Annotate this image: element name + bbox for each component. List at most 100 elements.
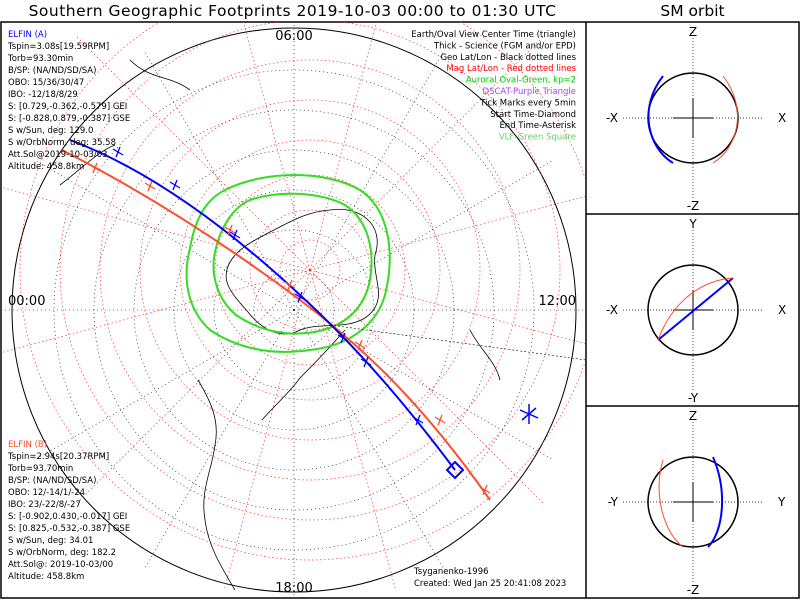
south-america-outline: [197, 379, 236, 591]
legend-entry: Geo Lat/Lon - Black dotted lines: [440, 53, 576, 63]
sm-earth-circle: [647, 456, 739, 548]
legend-entry: Thick - Science (FGM and/or EPD): [433, 41, 576, 51]
info-line: IBO: 23/-22/8/-27: [8, 500, 81, 510]
mag-longitude-line: [76, 36, 311, 271]
elfin-a-end-asterisk: [519, 404, 539, 424]
peninsula-outline: [261, 329, 346, 421]
mag-latitude-circle: [279, 239, 341, 301]
polar-map: 06:00 00:00 12:00 18:00: [2, 22, 585, 598]
magnetic-grid: [2, 22, 585, 589]
sm-axis-label-top: Z: [689, 409, 697, 423]
figure-frame: [0, 21, 800, 599]
mag-latitude-circle: [179, 139, 441, 401]
legend-entry: Auroral Oval-Green, kp=2: [466, 76, 576, 86]
info-line: Tspin=2.94s[20.37RPM]: [7, 452, 109, 462]
info-line: Tspin=3.08s[19.59RPM]: [7, 42, 109, 52]
mag-longitude-line: [224, 269, 311, 589]
sm-elfin-b-track: [658, 459, 684, 548]
legend-entry: DSCAT-Purple Triangle: [483, 87, 576, 97]
map-boundary-circle: [11, 27, 577, 593]
elfin-b-tick-marks: [89, 162, 491, 496]
sm-elfin-a-track: [657, 277, 734, 341]
info-line: Altitude: 458.8km: [8, 162, 84, 172]
info-line: Att.Sol@: 2019-10-03/00: [8, 560, 113, 570]
mag-latitude-circle: [99, 59, 521, 481]
tick-mark: [227, 224, 233, 236]
tick-mark: [147, 180, 153, 192]
hour-label-left: 00:00: [8, 294, 45, 309]
sm-axis-label-bottom: -Y: [688, 391, 699, 405]
mag-longitude-line: [309, 36, 544, 271]
tick-mark: [437, 414, 443, 426]
info-line: B/SP: (NA/ND/SD/SA): [8, 476, 96, 486]
info-line: Att.Sol@2019-10-03/03: [8, 150, 108, 160]
info-line: S w/Sun, deg: 34.01: [8, 536, 93, 546]
legend-entry: Mag Lat/Lon - Red dotted lines: [446, 64, 576, 74]
sm-elfin-b-track: [712, 75, 738, 164]
mag-longitude-line: [2, 269, 311, 353]
info-line: S w/OrbNorm, deg: 35.58: [8, 138, 116, 148]
auroral-oval-outer: [185, 174, 391, 353]
sm-elfin-a-track: [647, 75, 674, 164]
hour-label-top: 06:00: [275, 29, 312, 44]
geo-longitude-line: [34, 159, 295, 311]
info-line: Altitude: 458.8km: [8, 572, 84, 582]
tick-mark: [415, 414, 421, 426]
legend-entry: End Time-Asterisk: [499, 121, 576, 131]
info-line: Torb=93.70min: [7, 464, 73, 474]
elfin-a-track: [69, 139, 456, 471]
geo-longitude-line: [143, 50, 295, 311]
sm-axis-label-bottom: -Z: [687, 199, 700, 213]
info-line: B/SP: (NA/ND/SD/SA): [8, 66, 96, 76]
info-line: IBO: -12/18/8/29: [8, 90, 78, 100]
sm-axis-label-top: Y: [688, 217, 697, 231]
mag-longitude-line: [309, 22, 377, 271]
hour-label-bottom: 18:00: [275, 581, 312, 596]
elfin-b-track: [61, 149, 491, 501]
info-line: OBO: 12/-14/1/-24: [8, 488, 85, 498]
sm-orbit-title: SM orbit: [660, 2, 725, 20]
coastlines: [59, 59, 501, 591]
mag-latitude-circle: [59, 22, 561, 521]
mag-longitude-line: [2, 187, 311, 271]
geo-longitude-line: [143, 309, 295, 570]
tick-mark: [172, 179, 178, 191]
legend-entry: Start Time-Diamond: [490, 110, 576, 120]
tick-mark: [287, 279, 293, 291]
geographic-grid: [2, 22, 585, 598]
tick-mark: [115, 146, 121, 158]
geo-longitude-line: [293, 50, 445, 311]
elfin-a-start-diamond: [445, 460, 465, 480]
sm-earth-circle: [647, 264, 739, 356]
mag-longitude-line: [309, 269, 396, 589]
created-credit: Created: Wed Jan 25 20:41:08 2023: [414, 579, 566, 589]
tick-mark: [232, 229, 238, 241]
australia-outline: [129, 59, 191, 91]
tick-mark: [357, 339, 363, 351]
elfin-a-header: ELFIN (A): [8, 30, 47, 40]
mag-latitude-circle: [249, 209, 371, 331]
elfin-b-info: ELFIN (B) Tspin=2.94s[20.37RPM] Torb=93.7…: [7, 440, 130, 582]
legend: Earth/Oval View Center Time (triangle)Th…: [411, 30, 576, 143]
auroral-oval-inner: [212, 192, 373, 335]
elfin-a-info: ELFIN (A) Tspin=3.08s[19.59RPM] Torb=93.3…: [7, 30, 130, 172]
mag-latitude-circle: [214, 174, 406, 366]
model-credit: Tsyganenko-1996: [413, 567, 489, 577]
sm-elfin-b-track: [657, 277, 734, 341]
mag-longitude-line: [309, 269, 585, 345]
sm-panel-2: Y -Y -X X: [606, 217, 786, 405]
legend-entry: Tick Marks every 5min: [479, 98, 576, 108]
elfin-a-tick-marks: [112, 146, 424, 426]
mag-latitude-circle: [139, 99, 481, 441]
hour-label-right: 12:00: [539, 294, 576, 309]
geo-longitude-line: [293, 159, 554, 311]
info-line: S w/OrbNorm, deg: 182.2: [8, 548, 116, 558]
mag-longitude-line: [309, 195, 585, 271]
tick-mark: [340, 332, 346, 344]
sm-axis-label-bottom: -Z: [687, 583, 700, 597]
tick-mark: [482, 484, 488, 496]
sm-axis-label-left: -Y: [608, 495, 619, 509]
sm-panel-1: Z -Z -X X: [606, 25, 786, 213]
mag-longitude-line: [309, 269, 544, 504]
sm-axis-label-left: -X: [606, 303, 618, 317]
